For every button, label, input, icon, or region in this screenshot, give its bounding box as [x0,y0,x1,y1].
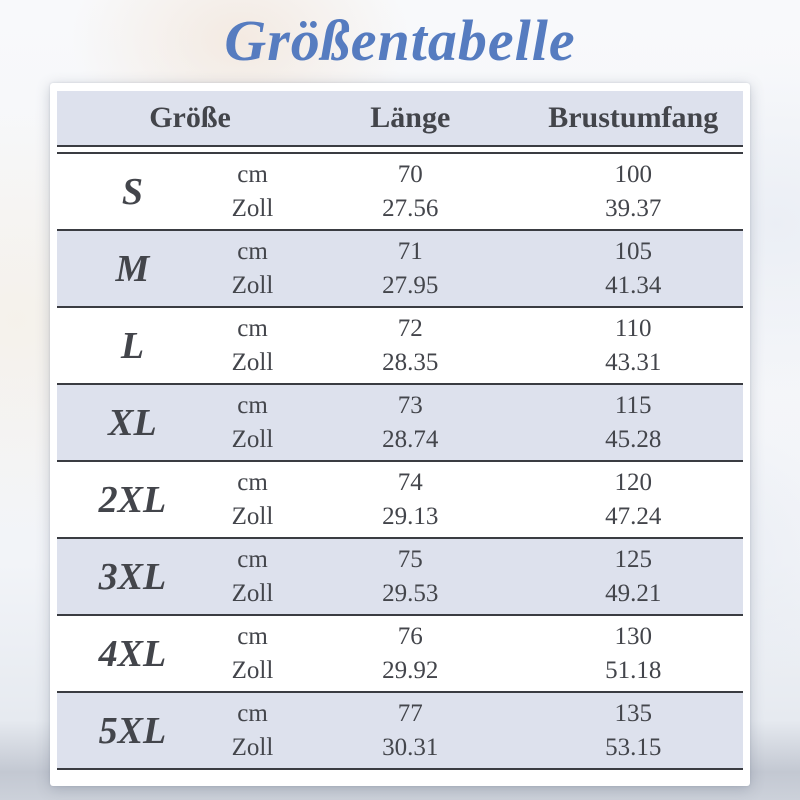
unit-cm-label: cm [237,623,268,651]
unit-cm-label: cm [237,546,268,574]
length-cm-value: 77 [397,700,423,728]
chest-zoll-value: 41.34 [605,271,662,299]
length-zoll-value: 27.95 [382,271,439,299]
unit-column: cm Zoll [208,385,297,460]
length-cm-value: 72 [397,315,423,343]
table-row: M cm Zoll 71 27.95 105 41.34 [57,231,743,308]
table-row: S cm Zoll 70 27.56 100 39.37 [57,154,743,231]
size-label: 3XL [98,555,167,598]
chest-cm-value: 125 [614,546,652,574]
unit-zoll-label: Zoll [231,271,274,299]
length-zoll-value: 30.31 [382,733,439,761]
length-cm-value: 71 [397,238,423,266]
length-cm-value: 74 [397,469,423,497]
length-column: 70 27.56 [297,154,523,229]
chest-column: 120 47.24 [523,462,743,537]
unit-cm-label: cm [237,238,268,266]
unit-cm-label: cm [237,315,268,343]
unit-zoll-label: Zoll [231,656,274,684]
length-column: 75 29.53 [297,539,523,614]
table-row: 4XL cm Zoll 76 29.92 130 51.18 [57,616,743,693]
unit-zoll-label: Zoll [231,425,274,453]
chest-zoll-value: 49.21 [605,579,662,607]
unit-cm-label: cm [237,392,268,420]
page-title: Größentabelle [224,7,576,73]
length-cm-value: 75 [397,546,423,574]
unit-zoll-label: Zoll [231,194,274,222]
length-zoll-value: 29.92 [382,656,439,684]
chest-column: 130 51.18 [523,616,743,691]
length-cm-value: 76 [397,623,423,651]
size-label: M [115,247,150,290]
unit-zoll-label: Zoll [231,348,274,376]
chest-zoll-value: 45.28 [605,425,662,453]
length-column: 74 29.13 [297,462,523,537]
chest-cm-value: 130 [614,623,652,651]
length-zoll-value: 29.13 [382,502,439,530]
length-cm-value: 73 [397,392,423,420]
chest-cm-value: 120 [614,469,652,497]
chest-column: 100 39.37 [523,154,743,229]
header-laenge: Länge [370,101,451,134]
size-label: L [120,324,145,367]
length-zoll-value: 29.53 [382,579,439,607]
header-groesse: Größe [149,101,231,134]
size-label: XL [108,401,157,444]
chest-zoll-value: 53.15 [605,733,662,761]
chest-cm-value: 100 [614,161,652,189]
unit-column: cm Zoll [208,231,297,306]
unit-column: cm Zoll [208,616,297,691]
length-zoll-value: 28.74 [382,425,439,453]
length-column: 71 27.95 [297,231,523,306]
length-column: 73 28.74 [297,385,523,460]
header-brustumfang: Brustumfang [548,101,719,134]
unit-cm-label: cm [237,700,268,728]
chest-zoll-value: 43.31 [605,348,662,376]
chest-column: 135 53.15 [523,693,743,768]
chest-column: 105 41.34 [523,231,743,306]
chest-cm-value: 105 [614,238,652,266]
table-row: L cm Zoll 72 28.35 110 43.31 [57,308,743,385]
chest-zoll-value: 47.24 [605,502,662,530]
length-column: 77 30.31 [297,693,523,768]
chest-cm-value: 135 [614,700,652,728]
unit-zoll-label: Zoll [231,579,274,607]
unit-column: cm Zoll [208,539,297,614]
unit-cm-label: cm [237,469,268,497]
header-double-rule [57,147,743,154]
unit-zoll-label: Zoll [231,733,274,761]
unit-column: cm Zoll [208,462,297,537]
unit-column: cm Zoll [208,308,297,383]
chest-cm-value: 115 [614,392,652,420]
chest-cm-value: 110 [614,315,652,343]
chest-column: 115 45.28 [523,385,743,460]
length-cm-value: 70 [397,161,423,189]
unit-cm-label: cm [237,161,268,189]
unit-column: cm Zoll [208,154,297,229]
size-chart-card: Größe Länge Brustumfang S cm Zoll 70 27.… [50,83,750,786]
size-label: 2XL [98,478,167,521]
length-zoll-value: 27.56 [382,194,439,222]
size-label: 5XL [98,709,167,752]
length-zoll-value: 28.35 [382,348,439,376]
table-row: 2XL cm Zoll 74 29.13 120 47.24 [57,462,743,539]
table-row: 3XL cm Zoll 75 29.53 125 49.21 [57,539,743,616]
chest-column: 125 49.21 [523,539,743,614]
size-label: S [121,170,144,213]
size-label: 4XL [98,632,167,675]
table-body: S cm Zoll 70 27.56 100 39.37 M cm Zoll 7… [57,154,743,770]
length-column: 72 28.35 [297,308,523,383]
unit-column: cm Zoll [208,693,297,768]
table-row: XL cm Zoll 73 28.74 115 45.28 [57,385,743,462]
length-column: 76 29.92 [297,616,523,691]
chest-zoll-value: 51.18 [605,656,662,684]
chest-zoll-value: 39.37 [605,194,662,222]
table-header-row: Größe Länge Brustumfang [57,91,743,147]
unit-zoll-label: Zoll [231,502,274,530]
chest-column: 110 43.31 [523,308,743,383]
table-row: 5XL cm Zoll 77 30.31 135 53.15 [57,693,743,770]
